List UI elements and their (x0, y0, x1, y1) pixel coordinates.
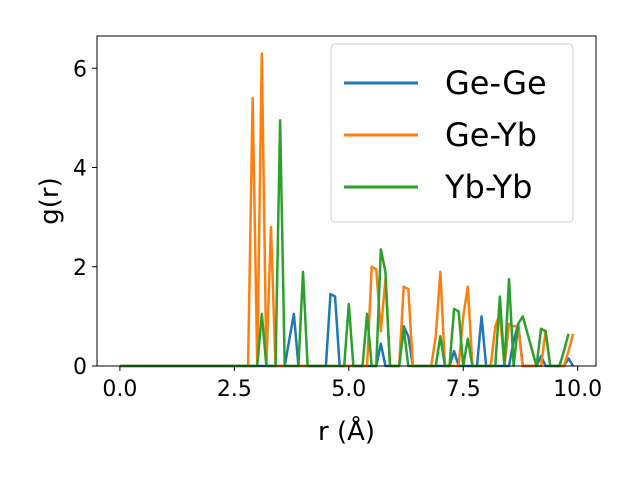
legend-box (330, 43, 574, 223)
y-axis-label: g(r) (35, 177, 65, 224)
legend-label: Ge-Ge (445, 64, 547, 102)
x-axis-label: r (Å) (318, 415, 375, 447)
x-tick-label: 2.5 (217, 377, 252, 402)
x-tick-label: 7.5 (446, 377, 481, 402)
y-tick-label: 0 (73, 355, 87, 380)
legend-label: Yb-Yb (444, 168, 532, 206)
x-tick-label: 0.0 (102, 377, 137, 402)
y-axis-ticks: 0 2 4 6 (73, 57, 97, 380)
x-axis-ticks: 0.0 2.5 5.0 7.5 10.0 (102, 366, 602, 402)
y-tick-label: 4 (73, 157, 87, 182)
x-tick-label: 10.0 (553, 377, 602, 402)
axes-frame (96, 35, 597, 367)
legend-label: Ge-Yb (445, 116, 537, 154)
y-tick-label: 2 (73, 256, 87, 281)
legend: Ge-Ge Ge-Yb Yb-Yb (330, 43, 574, 223)
x-tick-label: 5.0 (331, 377, 366, 402)
y-tick-label: 6 (73, 57, 87, 82)
